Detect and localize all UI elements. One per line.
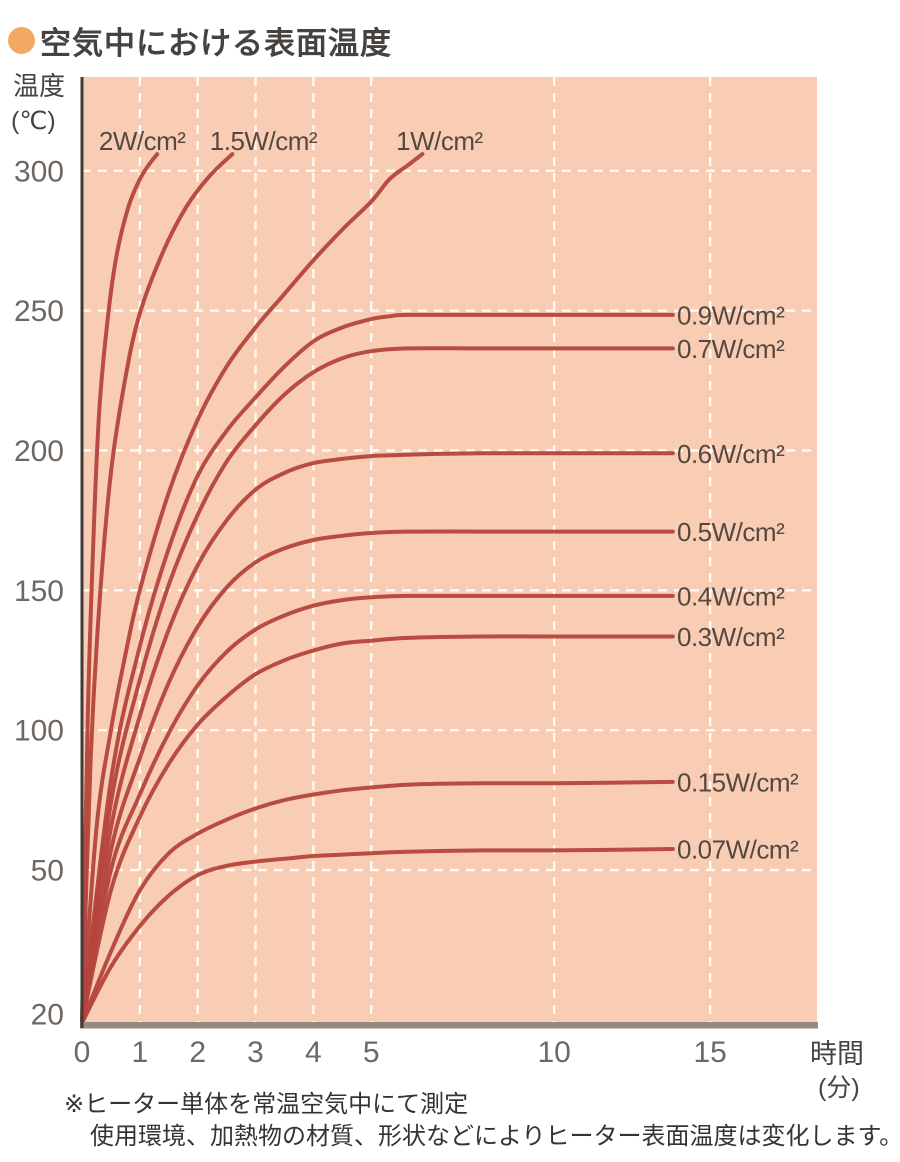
curve-label-2W/cm²: 2W/cm²: [99, 126, 186, 156]
curve-1W/cm²: [80, 152, 425, 1025]
curve-label-0.6W/cm²: 0.6W/cm²: [677, 439, 785, 469]
x-tick-label-4: 4: [305, 1036, 322, 1069]
y-axis-unit: (℃): [11, 107, 56, 135]
x-tick-label-3: 3: [247, 1036, 264, 1069]
curve-2W/cm²: [80, 152, 160, 1025]
x-tick-label-0: 0: [74, 1036, 91, 1069]
curve-label-0.3W/cm²: 0.3W/cm²: [677, 622, 785, 652]
y-tick-label-250: 250: [14, 295, 64, 328]
footnote-disclaimer: 使用環境、加熱物の材質、形状などによりヒーター表面温度は変化します。: [90, 1123, 900, 1150]
x-tick-label-10: 10: [538, 1036, 571, 1069]
curve-0.3W/cm²: [80, 634, 675, 1025]
curve-0.15W/cm²: [80, 779, 675, 1025]
curve-label-0.15W/cm²: 0.15W/cm²: [677, 767, 799, 797]
x-tick-label-5: 5: [363, 1036, 380, 1069]
curve-label-1.5W/cm²: 1.5W/cm²: [210, 126, 318, 156]
curve-0.5W/cm²: [80, 529, 675, 1025]
plot-area: [82, 77, 817, 1027]
y-axis-name: 温度: [13, 71, 66, 101]
y-tick-label-200: 200: [14, 435, 64, 468]
curve-label-0.7W/cm²: 0.7W/cm²: [677, 334, 785, 364]
curve-label-0.4W/cm²: 0.4W/cm²: [677, 581, 785, 611]
curve-0.6W/cm²: [80, 451, 675, 1025]
y-tick-label-300: 300: [14, 155, 64, 188]
x-axis-unit: (分): [818, 1074, 860, 1102]
y-tick-label-100: 100: [14, 715, 64, 748]
title-row: 空気中における表面温度: [8, 18, 392, 63]
curve-label-0.5W/cm²: 0.5W/cm²: [677, 517, 785, 547]
x-axis-name: 時間: [810, 1039, 864, 1069]
curve-1.5W/cm²: [80, 152, 235, 1025]
curve-label-0.9W/cm²: 0.9W/cm²: [677, 300, 785, 330]
curve-label-1W/cm²: 1W/cm²: [396, 126, 483, 156]
page-title: 空気中における表面温度: [40, 26, 392, 61]
x-axis-line: [80, 1022, 818, 1029]
curve-0.9W/cm²: [80, 312, 675, 1025]
x-tick-label-2: 2: [189, 1036, 206, 1069]
x-tick-label-1: 1: [131, 1036, 148, 1069]
footnote-measurement-condition: ※ヒーター単体を常温空気中にて測定: [64, 1091, 469, 1118]
curve-0.7W/cm²: [80, 346, 675, 1025]
curve-0.4W/cm²: [80, 593, 675, 1025]
y-tick-label-20: 20: [31, 999, 64, 1032]
curve-label-0.07W/cm²: 0.07W/cm²: [677, 835, 799, 865]
y-tick-label-150: 150: [14, 575, 64, 608]
y-tick-label-50: 50: [31, 855, 64, 888]
x-tick-label-15: 15: [694, 1036, 727, 1069]
curve-0.07W/cm²: [80, 847, 675, 1025]
bullet-icon: [8, 27, 35, 54]
